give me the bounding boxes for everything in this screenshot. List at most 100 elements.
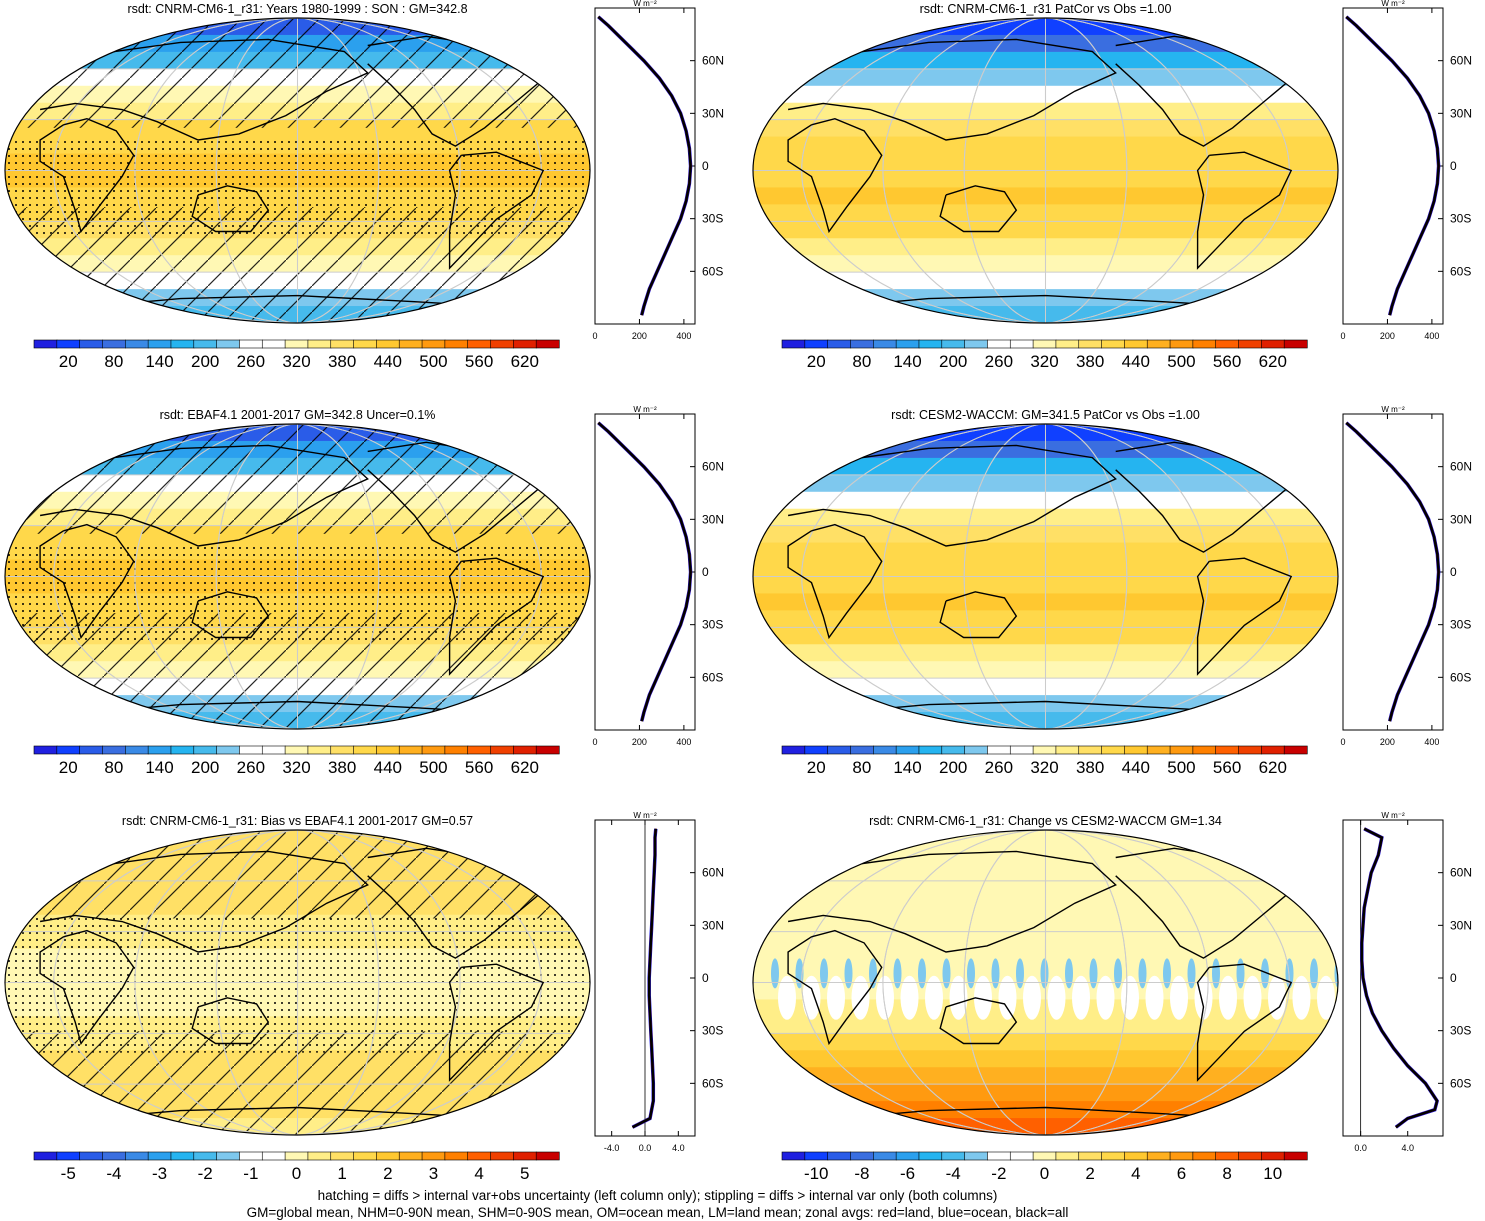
colorbar-tick-label: -10: [804, 1164, 829, 1183]
colorbar-tick-label: -2: [991, 1164, 1006, 1183]
colorbar-swatch: [827, 339, 852, 349]
colorbar-tick-label: -2: [198, 1164, 213, 1183]
lat-tick-label: 30S: [1450, 212, 1471, 226]
x-tick-label: 4.0: [1401, 1143, 1414, 1153]
tropical-anomaly: [1170, 975, 1188, 1020]
coast-africa: [39, 117, 135, 234]
coast-australia: [939, 185, 1018, 233]
colorbar-swatch: [216, 1151, 241, 1161]
meridian-line: [882, 18, 1209, 323]
colorbar-tick-label: 8: [1222, 1164, 1231, 1183]
panel-bias: rsdt: CNRM-CM6-1_r31: Bias vs EBAF4.1 20…: [4, 811, 724, 1183]
colorbar-swatch: [873, 745, 897, 755]
colorbar-tick-label: 4: [1131, 1164, 1140, 1183]
x-tick-label: -4.0: [604, 1143, 620, 1153]
colorbar-tick-label: -5: [61, 1164, 76, 1183]
coast-australia: [191, 591, 270, 639]
colorbar-swatch: [1078, 339, 1103, 349]
x-tick-label: 4.0: [672, 1143, 685, 1153]
colorbar-swatch: [964, 745, 989, 755]
colorbar-tick-label: 200: [939, 352, 967, 371]
colorbar-tick-label: 10: [1263, 1164, 1282, 1183]
lat-tick-label: 60N: [702, 866, 724, 880]
colorbar-swatch: [79, 339, 104, 349]
lat-tick-label: 0: [1450, 971, 1457, 985]
colorbar-swatch: [1215, 745, 1240, 755]
colorbar-tick-label: 0: [292, 1164, 301, 1183]
lat-tick-label: 60N: [702, 54, 724, 68]
profile-unit: W m⁻²: [1381, 0, 1405, 8]
colorbar-swatch: [1078, 1151, 1103, 1161]
lat-tick-label: 30N: [1450, 106, 1472, 120]
coast-africa: [787, 523, 883, 640]
colorbar-swatch: [193, 745, 218, 755]
colorbar-swatch: [873, 339, 897, 349]
tropical-anomaly: [1236, 958, 1245, 989]
colorbar-swatch: [964, 1151, 989, 1161]
colorbar-swatch: [376, 339, 400, 349]
colorbar: -10 -8 -6 -4 -2 0 2 4 6 8 10: [781, 1151, 1308, 1183]
colorbar-swatch: [56, 745, 81, 755]
panel-title: rsdt: CNRM-CM6-1_r31: Years 1980-1999 : …: [127, 2, 467, 16]
colorbar-swatch: [467, 745, 492, 755]
coast-south-america: [448, 151, 545, 270]
colorbar-tick-label: -4: [946, 1164, 961, 1183]
colorbar-tick-label: 500: [1167, 352, 1195, 371]
map-border: [4, 17, 591, 324]
tropical-anomaly: [827, 975, 845, 1020]
tropical-anomaly: [1040, 958, 1049, 989]
colorbar-tick-label: 500: [419, 758, 447, 777]
coast-australia: [939, 997, 1018, 1045]
colorbar-swatch: [1215, 1151, 1240, 1161]
colorbar-swatch: [804, 745, 829, 755]
panel-ref: rsdt: CNRM-CM6-1_r31 PatCor vs Obs =1.00…: [752, 0, 1472, 371]
colorbar-swatch: [170, 745, 195, 755]
colorbar-swatch: [1146, 339, 1171, 349]
coast-africa: [787, 929, 883, 1046]
tropical-anomaly: [1268, 975, 1286, 1020]
tropical-anomaly: [918, 958, 926, 989]
colorbar-swatch: [1238, 745, 1262, 755]
zonal-profile: W m⁻² 60N 30N 0 30S 60S 0 200 400: [592, 0, 724, 341]
colorbar-swatch: [398, 745, 423, 755]
colorbar-swatch: [1261, 339, 1285, 349]
colorbar-swatch: [147, 1151, 172, 1161]
colorbar-swatch: [147, 745, 172, 755]
map-field: [5, 424, 590, 729]
x-tick-label: 200: [632, 737, 647, 747]
colorbar-swatch: [781, 745, 806, 755]
coast-south-america: [1196, 557, 1293, 676]
colorbar-swatch: [102, 1151, 126, 1161]
tropical-anomaly: [1187, 958, 1196, 989]
colorbar-tick-label: 80: [104, 758, 123, 777]
lat-tick-label: 60S: [702, 1076, 723, 1090]
meridian-line: [215, 424, 380, 729]
colorbar-tick-label: 20: [59, 758, 78, 777]
lat-tick-label: 60S: [1450, 670, 1471, 684]
colorbar-swatch: [1124, 339, 1148, 349]
coast-eurasia: [782, 444, 1117, 547]
colorbar-swatch: [804, 1151, 829, 1161]
colorbar-tick-label: 320: [282, 352, 310, 371]
colorbar-tick-label: 200: [191, 352, 219, 371]
colorbar-swatch: [1101, 745, 1125, 755]
lat-tick-label: 60N: [1450, 460, 1472, 474]
colorbar-tick-label: 440: [1122, 352, 1150, 371]
colorbar-swatch: [170, 339, 195, 349]
colorbar-swatch: [1124, 745, 1148, 755]
colorbar-swatch: [1169, 1151, 1194, 1161]
lat-tick-label: 60S: [1450, 1076, 1471, 1090]
colorbar-swatch: [1192, 745, 1217, 755]
colorbar-swatch: [918, 1151, 943, 1161]
colorbar-swatch: [850, 339, 874, 349]
colorbar-swatch: [1261, 745, 1285, 755]
meridian-line: [963, 424, 1128, 729]
colorbar-tick-label: 20: [807, 352, 826, 371]
colorbar-tick-label: 140: [893, 758, 921, 777]
colorbar-tick-label: 380: [328, 758, 356, 777]
colorbar-swatch: [535, 1151, 560, 1161]
colorbar-swatch: [102, 745, 126, 755]
colorbar-tick-label: 140: [145, 352, 173, 371]
colorbar-tick-label: 260: [237, 758, 265, 777]
